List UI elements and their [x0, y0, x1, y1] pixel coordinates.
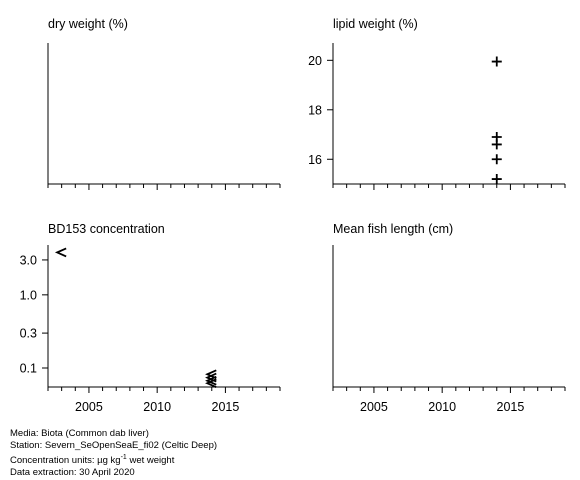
- data-point-less-than: [205, 375, 217, 386]
- data-point-less-than: [54, 247, 67, 258]
- y-tick-label: 3.0: [20, 253, 37, 267]
- x-tick-label: 2015: [497, 400, 525, 414]
- footer-units-sup: -1: [120, 454, 127, 461]
- panel-title: dry weight (%): [48, 17, 128, 31]
- footer-extraction: Data extraction: 30 April 2020: [10, 467, 135, 478]
- y-tick-label: 0.3: [20, 327, 37, 341]
- panel-title: lipid weight (%): [333, 17, 418, 31]
- data-point-less-than: [205, 369, 217, 380]
- footer-units-suffix: wet weight: [126, 455, 175, 466]
- footer-units: Concentration units: µg kg-1 wet weight: [10, 452, 217, 467]
- x-tick-label: 2005: [360, 400, 388, 414]
- x-tick-label: 2015: [212, 400, 240, 414]
- data-point-plus: [491, 139, 502, 150]
- x-tick-label: 2005: [75, 400, 103, 414]
- y-tick-label: 1.0: [20, 288, 37, 302]
- panel-3: BD153 concentration 2005 2010 2015 0.1 0.3 1.0…: [20, 222, 281, 414]
- data-point-plus: [491, 56, 502, 67]
- footer: Media: Biota (Common dab liver) Station:…: [10, 428, 217, 479]
- data-point-less-than: [205, 378, 217, 389]
- panel-2: lipid weight (%) 16 18 20: [308, 17, 566, 190]
- y-tick-label: 0.1: [20, 362, 37, 376]
- footer-station: Station: Severn_SeOpenSeaE_fi02 (Celtic …: [10, 440, 218, 451]
- y-tick-label: 20: [308, 54, 322, 68]
- panel-1: dry weight (%): [47, 17, 281, 190]
- data-point-plus: [491, 154, 502, 165]
- footer-media: Media: Biota (Common dab liver): [10, 428, 149, 439]
- data-point-plus: [491, 174, 502, 185]
- x-tick-label: 2010: [143, 400, 171, 414]
- x-tick-label: 2010: [428, 400, 456, 414]
- panel-4: Mean fish length (cm) 2005 2010 2015: [332, 222, 566, 414]
- y-tick-label: 16: [308, 153, 322, 167]
- panel-title: BD153 concentration: [48, 222, 165, 236]
- y-tick-label: 18: [308, 103, 322, 117]
- panel-title: Mean fish length (cm): [333, 222, 453, 236]
- footer-units-prefix: Concentration units: µg kg: [10, 455, 121, 466]
